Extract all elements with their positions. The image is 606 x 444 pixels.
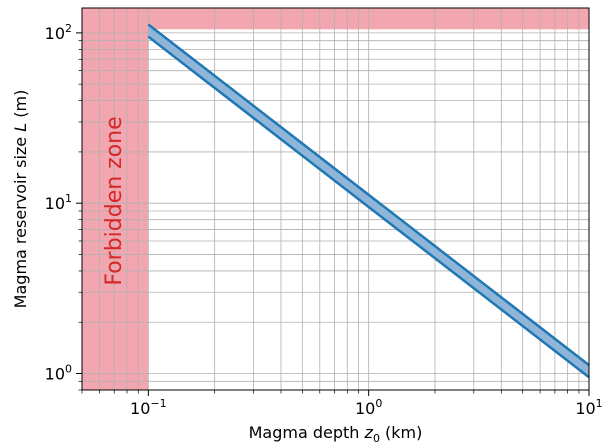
- y-axis-label-text: Magma reservoir size: [11, 132, 30, 309]
- x-tick-label: 100: [355, 397, 382, 418]
- y-axis-label-symbol: L: [11, 123, 30, 132]
- x-axis-label-subscript: 0: [373, 432, 380, 444]
- y-tick-label: 101: [45, 192, 72, 213]
- y-tick-label: 100: [45, 362, 72, 383]
- x-axis-label-symbol: z: [364, 423, 374, 442]
- forbidden-zone-label: Forbidden zone: [102, 116, 127, 285]
- plot-frame: [81, 7, 590, 391]
- x-axis-label: Magma depth z0 (km): [249, 423, 423, 444]
- grid-lines: [81, 8, 590, 391]
- forbidden-zones: [82, 8, 589, 390]
- axis-ticks: 10−1 100 101 100 101 102: [45, 22, 603, 418]
- y-axis-label: Magma reservoir size L (m): [11, 90, 30, 309]
- x-axis-label-text: Magma depth: [249, 423, 365, 442]
- y-axis-label-unit: (m): [11, 90, 30, 123]
- band-fill: [148, 24, 590, 378]
- band-upper-line: [147, 23, 590, 367]
- forbidden-zone-vertical: [82, 8, 149, 390]
- y-tick-label: 102: [45, 22, 72, 43]
- x-tick-label: 101: [575, 397, 602, 418]
- x-axis-label-unit: (km): [380, 423, 422, 442]
- depth-size-band: [147, 23, 590, 379]
- band-lower-line: [147, 35, 590, 379]
- x-tick-label: 10−1: [130, 397, 167, 418]
- forbidden-zone-horizontal: [82, 8, 589, 30]
